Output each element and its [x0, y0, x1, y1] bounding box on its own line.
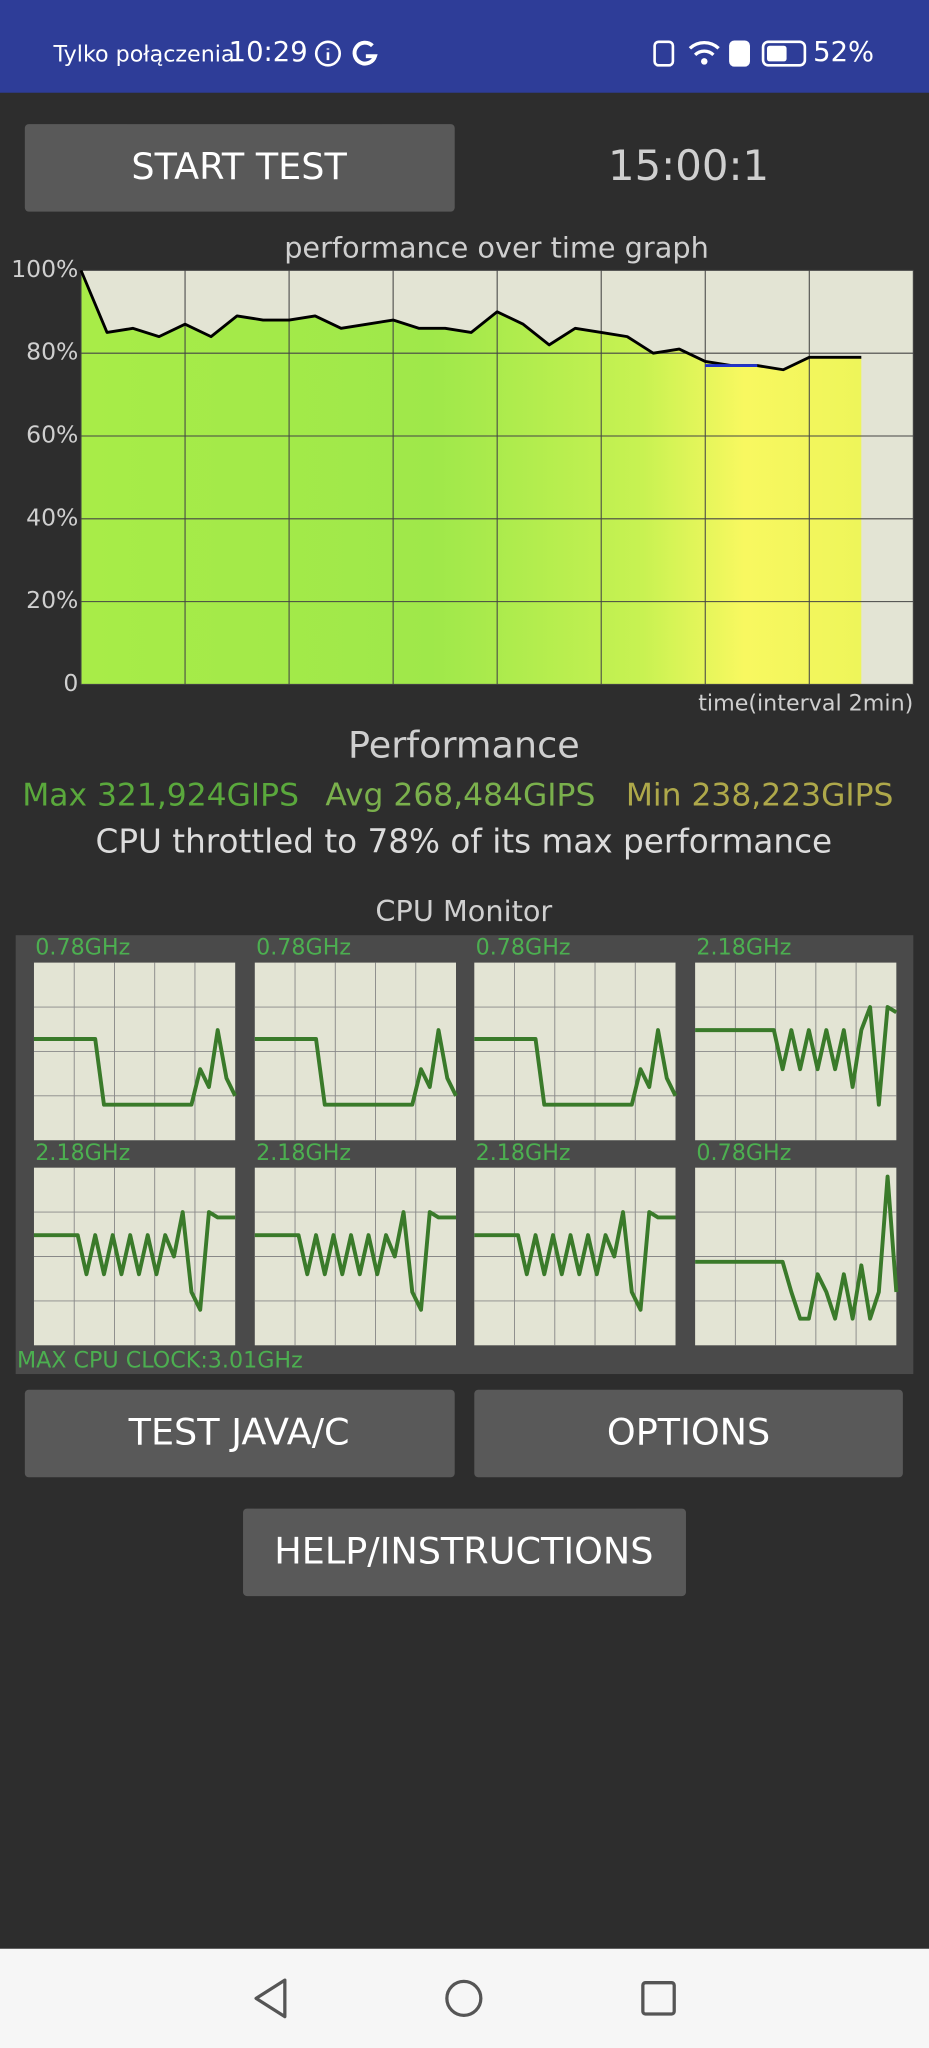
options-button-label[interactable]: OPTIONS [607, 1411, 770, 1454]
nfc-icon [653, 40, 675, 67]
y-tick-label: 100% [11, 255, 78, 283]
core-line [33, 1028, 237, 1107]
performance-area [81, 270, 862, 685]
core-frequency: 0.78GHz [696, 1140, 791, 1166]
cpu-monitor-title: CPU Monitor [375, 894, 552, 928]
core-line [33, 1210, 236, 1312]
core-frequency: 0.78GHz [256, 935, 351, 961]
battery-level [766, 45, 787, 62]
cpu-monitor: 0.78GHz 0.78GHz 0.78GHz 2.18GHz 2.18GHz 2.18G… [15, 935, 914, 1375]
core-frequency: 0.78GHz [476, 935, 571, 961]
start-button[interactable] [24, 124, 455, 212]
battery-percent: 52% [813, 37, 874, 68]
throttle-note: CPU throttled to 78% of its max performa… [96, 823, 833, 861]
y-tick-label: 80% [26, 338, 78, 366]
back-button[interactable] [254, 1978, 287, 2019]
home-button[interactable] [445, 1979, 483, 2017]
core-frequency: 2.18GHz [256, 1140, 351, 1166]
wifi-dot [700, 58, 708, 65]
recents-button[interactable] [641, 1981, 676, 2016]
google-icon [352, 40, 378, 66]
chart-title: performance over time graph [284, 230, 709, 264]
nav-bar [0, 1948, 929, 2048]
core-line [695, 1005, 898, 1107]
core-line [474, 1210, 676, 1312]
performance-chart [79, 269, 914, 685]
core-frequency: 2.18GHz [35, 1140, 130, 1166]
test-button-label[interactable]: TEST JAVA/C [128, 1411, 350, 1454]
wifi-icon [688, 41, 720, 57]
alert-icon [729, 40, 750, 67]
start-button-label[interactable]: START TEST [131, 145, 347, 188]
x-axis-label: time(interval 2min) [698, 691, 913, 717]
test-button[interactable] [24, 1389, 455, 1478]
min-stat: Min 238,223GIPS [626, 778, 894, 814]
performance-heading: Performance [348, 724, 580, 767]
y-tick-label: 20% [26, 586, 78, 614]
y-tick-label: 0 [63, 669, 78, 697]
core-line [254, 1210, 457, 1312]
core-line [254, 1028, 458, 1107]
clock: 10:29 [229, 37, 308, 68]
options-button[interactable] [474, 1389, 903, 1478]
core-line [695, 1174, 899, 1321]
help-button-label[interactable]: HELP/INSTRUCTIONS [274, 1529, 653, 1572]
core-frequency: 2.18GHz [696, 935, 791, 961]
y-tick-label: 60% [26, 420, 78, 448]
timer: 15:00:1 [608, 141, 769, 190]
core-line [474, 1028, 678, 1107]
max-stat: Max 321,924GIPS [22, 778, 299, 814]
core-frequency: 0.78GHz [35, 935, 130, 961]
carrier: Tylko połączenia [53, 41, 235, 67]
y-tick-label: 40% [26, 503, 78, 531]
battery-icon [761, 40, 807, 67]
max-cpu-clock: MAX CPU CLOCK:3.01GHz [17, 1347, 303, 1373]
info-icon [314, 40, 342, 67]
avg-stat: Avg 268,484GIPS [325, 778, 595, 814]
help-button[interactable] [243, 1508, 686, 1597]
core-frequency: 2.18GHz [476, 1140, 571, 1166]
